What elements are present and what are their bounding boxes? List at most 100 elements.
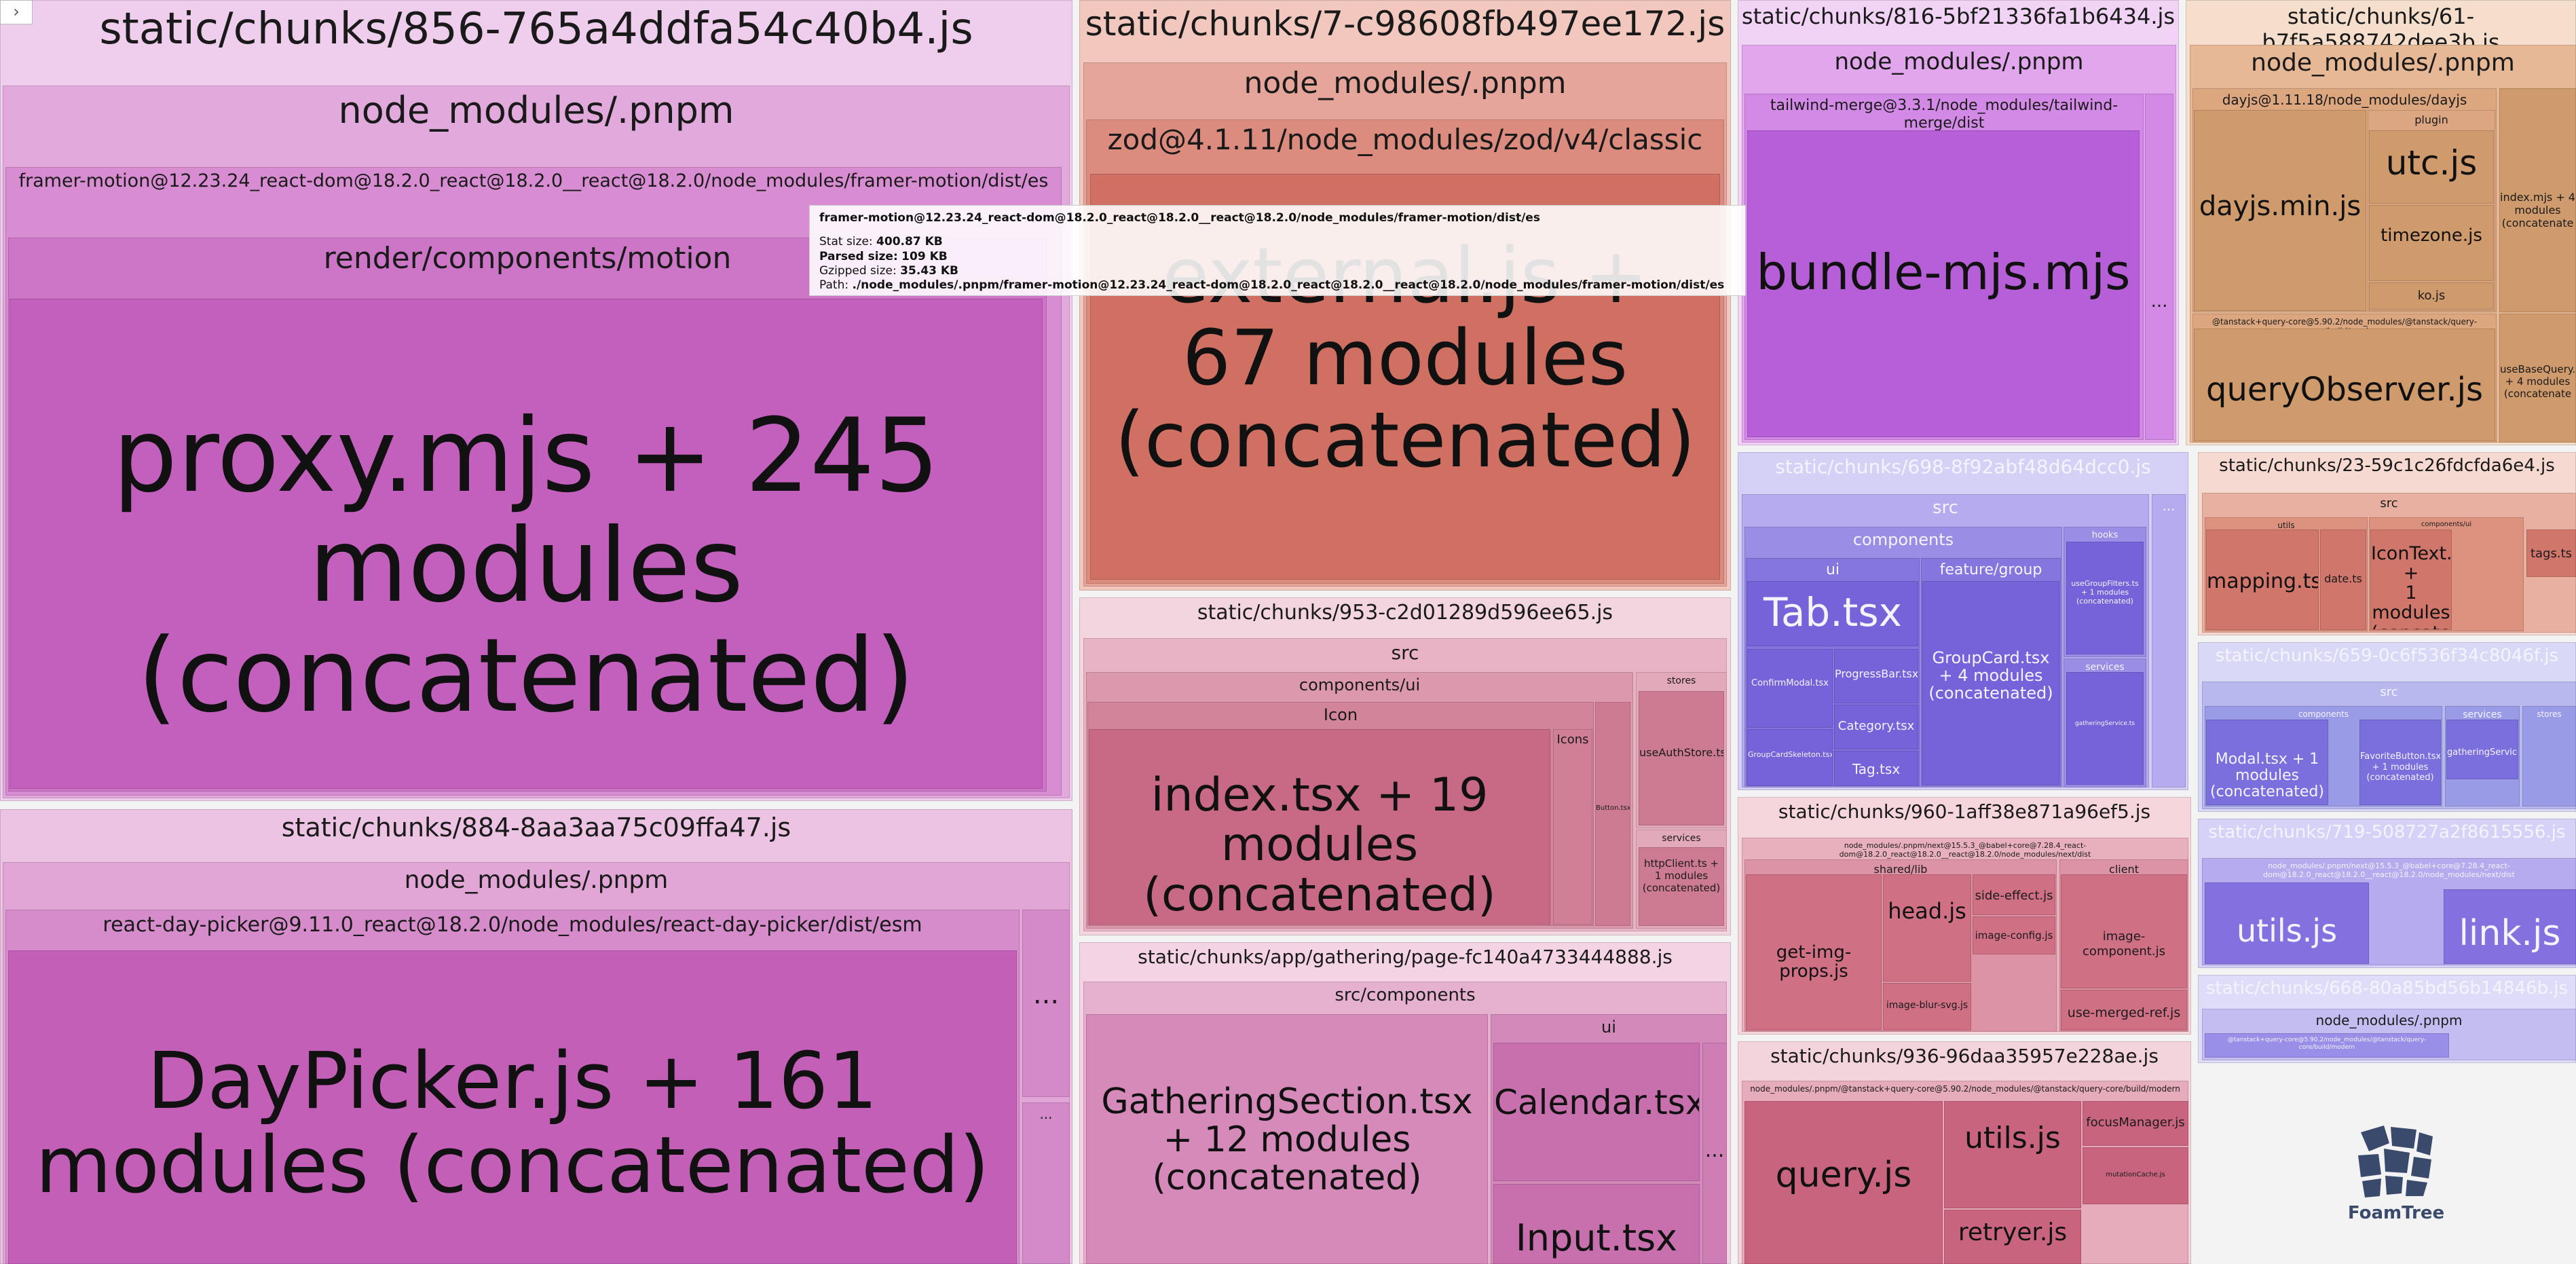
treemap-cell-dayjs-min[interactable]: dayjs.min.js: [2194, 110, 2366, 311]
treemap-cell-timezone-js[interactable]: timezone.js: [2369, 205, 2494, 281]
treemap-cell-image-config[interactable]: image-config.js: [1973, 916, 2055, 954]
treemap-cell-head-js[interactable]: head.js: [1883, 874, 1971, 982]
treemap-label: @tanstack+query-core@5.90.2/node_modules…: [2227, 1037, 2427, 1051]
treemap-cell-usegroupfilters[interactable]: useGroupFilters.ts + 1 modules (concaten…: [2066, 542, 2144, 654]
treemap-cell-input-tsx[interactable]: Input.tsx: [1493, 1184, 1700, 1264]
treemap-module-label: Calendar.tsx: [1494, 1083, 1700, 1122]
treemap-label: node_modules/.pnpm/next@15.5.3_@babel+co…: [2263, 861, 2515, 880]
treemap-cell-calendar-tsx[interactable]: Calendar.tsx: [1493, 1043, 1700, 1181]
tooltip-parsed-label: Parsed size:: [819, 249, 898, 263]
treemap-cell-link-js[interactable]: link.js: [2444, 889, 2576, 964]
treemap-module-label: Input.tsx: [1515, 1216, 1678, 1259]
treemap-cell-useauthstore[interactable]: useAuthStore.ts: [1639, 691, 1724, 825]
treemap-cell-tags-23[interactable]: tags.ts: [2526, 529, 2576, 577]
treemap-cell-proxy-mjs[interactable]: proxy.mjs + 245 modules (concatenated): [10, 299, 1043, 789]
treemap-cell-gathering-svc[interactable]: gatheringService.ts: [2066, 672, 2144, 785]
treemap-label: static/chunks/698-8f92abf48d64dcc0.js: [1775, 456, 2151, 478]
treemap-cell-gatheringsection[interactable]: GatheringSection.tsx + 12 modules (conca…: [1086, 1014, 1488, 1264]
treemap-label: ...: [2162, 498, 2176, 514]
tooltip-title: framer-motion@12.23.24_react-dom@18.2.0_…: [819, 211, 1540, 225]
treemap-label: GroupCardSkeleton.tsx: [1748, 750, 1832, 759]
treemap-label: src: [2380, 685, 2398, 699]
treemap-cell-httpclient[interactable]: httpClient.ts + 1 modules (concatenated): [1639, 847, 1724, 926]
treemap-cell-gathering-svc-659[interactable]: gatheringService.ts: [2446, 720, 2518, 779]
treemap-cell-category-tsx[interactable]: Category.tsx: [1834, 705, 1918, 749]
treemap-cell-icons-dir[interactable]: Icons: [1553, 729, 1592, 925]
treemap-cell-queryobserver[interactable]: queryObserver.js: [2194, 329, 2495, 441]
treemap-cell-focusmanager[interactable]: focusManager.js: [2083, 1101, 2188, 1146]
treemap-label: src: [1933, 498, 1958, 518]
treemap-label: useBaseQuery.j + 4 modules (concatenate: [2500, 363, 2575, 400]
treemap-module-label: head.js: [1888, 898, 1966, 924]
treemap-label: ui: [1825, 561, 1840, 578]
treemap-cell-groupcard[interactable]: GroupCard.tsx + 4 modules (concatenated): [1922, 581, 2059, 785]
treemap-cell-src-698-more[interactable]: ...: [2152, 494, 2186, 787]
treemap-label: plugin: [2414, 113, 2448, 126]
treemap-label: date.ts: [2324, 572, 2362, 585]
treemap-cell-favoritebutton[interactable]: FavoriteButton.tsx + 1 modules (concaten…: [2359, 720, 2441, 805]
treemap-module-label: get-img-props.js: [1776, 942, 1852, 982]
treemap-cell-utc-js[interactable]: utc.js: [2369, 130, 2494, 204]
treemap-cell-utils-js-936[interactable]: utils.js: [1944, 1101, 2081, 1208]
treemap-cell-dayjs-index[interactable]: index.mjs + 4 modules (concatenate: [2499, 88, 2576, 312]
tooltip-stat-label: Stat size:: [819, 235, 873, 249]
treemap-label: static/chunks/960-1aff38e871a96ef5.js: [1778, 800, 2151, 823]
treemap-label: useAuthStore.ts: [1639, 746, 1723, 759]
treemap-cell-mapping-ts[interactable]: mapping.ts: [2206, 529, 2319, 630]
treemap-cell-usebasequery[interactable]: useBaseQuery.j + 4 modules (concatenate: [2499, 314, 2576, 443]
foamtree-logo-icon: [2358, 1126, 2433, 1197]
treemap-label: ConfirmModal.tsx: [1751, 678, 1829, 688]
treemap-label: components/ui: [2421, 521, 2472, 528]
treemap-cell-image-blur-svg[interactable]: image-blur-svg.js: [1883, 983, 1971, 1030]
treemap-cell-progressbar[interactable]: ProgressBar.tsx: [1834, 649, 1918, 703]
treemap-label: gatheringService.ts: [2447, 747, 2518, 758]
treemap-cell-image-component[interactable]: image-component.js: [2061, 874, 2187, 988]
treemap-cell-utils-js-719[interactable]: utils.js: [2205, 882, 2369, 964]
treemap-label: node_modules/.pnpm/next@15.5.3_@babel+co…: [1839, 841, 2091, 859]
treemap-cell-mutationcache[interactable]: mutationCache.js: [2083, 1147, 2188, 1204]
treemap-label: services: [2085, 662, 2125, 673]
treemap-cell-modal-tsx[interactable]: Modal.tsx + 1 modules (concatenated): [2206, 720, 2328, 805]
treemap-label: ...: [1032, 979, 1060, 1010]
treemap-label: ...: [1039, 1106, 1053, 1122]
treemap-cell-tab-tsx[interactable]: Tab.tsx: [1747, 581, 1918, 646]
treemap-cell-day-picker-more-2[interactable]: ...: [1022, 1102, 1070, 1264]
treemap-cell-bundle-mjs[interactable]: bundle-mjs.mjs: [1747, 130, 2140, 437]
treemap-module-label: utc.js: [2385, 143, 2478, 183]
treemap-cell-date-ts[interactable]: date.ts: [2320, 529, 2366, 630]
treemap-label: image-component.js: [2083, 929, 2165, 959]
treemap-label: ko.js: [2417, 289, 2446, 303]
treemap-cell-ko-js[interactable]: ko.js: [2369, 282, 2494, 310]
treemap-cell-ui-gathering-more[interactable]: ...: [1702, 1043, 1727, 1264]
treemap-cell-button-tsx-953[interactable]: Button.tsx: [1595, 702, 1630, 926]
treemap-cell-icontext[interactable]: IconText.tsx + 1 modules (concatenated): [2370, 529, 2452, 630]
treemap-label: static/chunks/659-0c6f536f34c8046f.js: [2215, 646, 2559, 666]
treemap-cell-daypicker-js[interactable]: DayPicker.js + 161 modules (concatenated…: [8, 950, 1017, 1264]
treemap-label: FavoriteButton.tsx + 1 modules (concaten…: [2360, 751, 2440, 783]
treemap-cell-get-img-props[interactable]: get-img-props.js: [1746, 874, 1882, 1030]
treemap-cell-side-effect[interactable]: side-effect.js: [1973, 874, 2055, 915]
treemap-label: node_modules/.pnpm: [1244, 66, 1567, 100]
treemap-cell-stores-659[interactable]: stores: [2522, 706, 2576, 806]
treemap-label: components/ui: [1299, 675, 1421, 694]
treemap-module-label: GroupCard.tsx + 4 modules (concatenated): [1928, 648, 2053, 703]
treemap-cell-tailwind-more[interactable]: ...: [2145, 94, 2173, 440]
treemap-label: components: [2298, 709, 2349, 719]
treemap-label: hooks: [2091, 530, 2118, 540]
treemap-cell-use-merged-ref[interactable]: use-merged-ref.js: [2061, 990, 2187, 1030]
sidebar-toggle-button[interactable]: ›: [0, 0, 33, 24]
treemap-cell-index-tsx[interactable]: index.tsx + 19 modules (concatenated): [1089, 729, 1550, 925]
treemap-cell-groupcardskeleton[interactable]: GroupCardSkeleton.tsx: [1747, 729, 1833, 786]
treemap-cell-query-js[interactable]: query.js: [1744, 1101, 1943, 1264]
treemap-cell-day-picker-more-1[interactable]: ...: [1022, 910, 1070, 1097]
treemap-cell-tanstack-668[interactable]: @tanstack+query-core@5.90.2/node_modules…: [2205, 1033, 2449, 1058]
treemap-cell-retryer-js[interactable]: retryer.js: [1944, 1210, 2081, 1264]
treemap-cell-confirmmodal[interactable]: ConfirmModal.tsx: [1747, 649, 1833, 728]
treemap-module-label: retryer.js: [1958, 1219, 2068, 1246]
treemap-label: zod@4.1.11/node_modules/zod/v4/classic: [1107, 123, 1703, 156]
treemap-label: stores: [1666, 675, 1696, 686]
treemap-label: index.mjs + 4 modules (concatenate: [2500, 191, 2575, 230]
treemap-label: Category.tsx: [1837, 719, 1915, 733]
treemap-cell-tag-tsx[interactable]: Tag.tsx: [1834, 751, 1918, 786]
treemap-label: ui: [1601, 1018, 1616, 1037]
